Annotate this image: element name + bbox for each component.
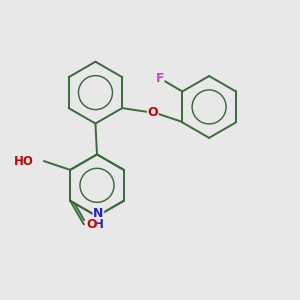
- Text: O: O: [86, 218, 97, 231]
- Text: HO: HO: [14, 154, 34, 168]
- Text: F: F: [155, 72, 164, 85]
- Text: O: O: [148, 106, 158, 119]
- Text: N: N: [93, 207, 104, 220]
- Text: H: H: [94, 218, 103, 231]
